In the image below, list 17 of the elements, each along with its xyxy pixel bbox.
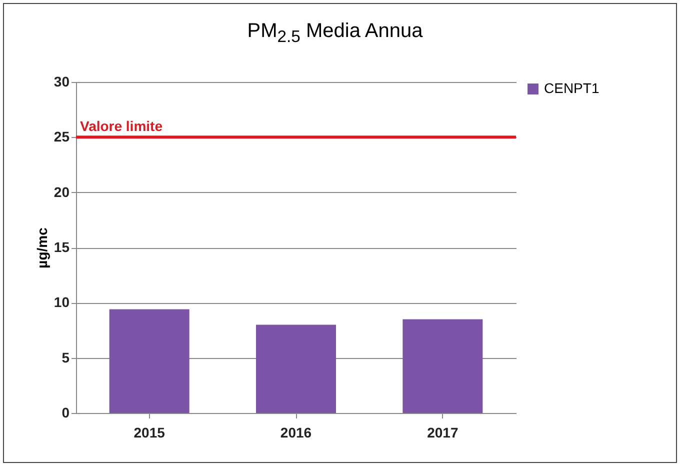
bar xyxy=(402,319,483,413)
x-tick-label: 2017 xyxy=(427,424,458,440)
ref-line-label: Valore limite xyxy=(80,118,163,134)
bar xyxy=(109,309,190,413)
y-tick-label: 30 xyxy=(54,74,70,90)
chart-title: PM$_{2.5}$ Media Annua xyxy=(246,20,424,47)
y-axis-title: µg/mc xyxy=(34,227,50,268)
y-tick-label: 0 xyxy=(62,404,70,420)
y-tick-label: 10 xyxy=(54,294,70,310)
y-tick-label: 5 xyxy=(62,349,70,366)
y-tick-label: 25 xyxy=(54,128,70,145)
y-tick-label: 20 xyxy=(54,184,70,200)
x-tick-label: 2016 xyxy=(280,424,312,440)
y-tick-label: 15 xyxy=(54,239,70,255)
x-tick-label: 2015 xyxy=(134,424,166,440)
bar xyxy=(256,324,336,413)
legend-label: CENPT1 xyxy=(544,80,600,96)
